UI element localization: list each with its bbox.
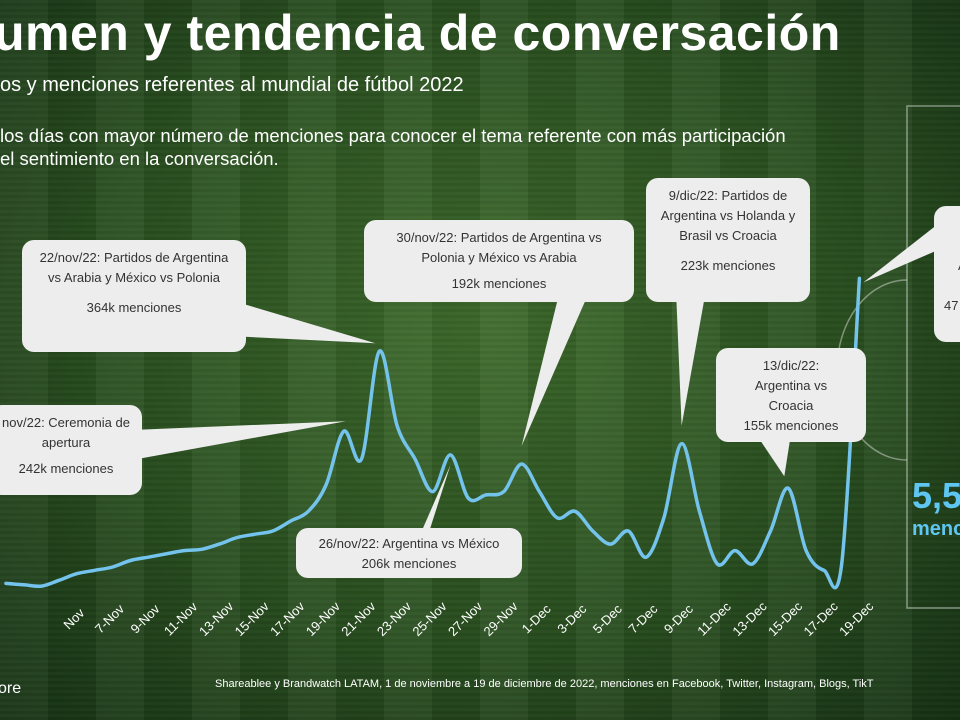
description: los días con mayor número de menciones p… [0,124,786,170]
field-panel [906,105,960,609]
x-tick-label: 11-Dec [694,599,734,639]
x-tick-label: 3-Dec [554,601,589,636]
total-value: 5,5 [912,475,960,516]
callout-dec09: 9/dic/22: Partidos de Argentina vs Holan… [646,178,810,302]
callout-ceremony: nov/22: Ceremonia de apertura 242k menci… [0,405,142,495]
callout-title: nov/22: Ceremonia de apertura [2,415,130,450]
callout-title: 26/nov/22: Argentina vs México 206k menc… [318,536,500,571]
x-tick-label: 13-Dec [729,598,770,639]
callout-pointer [676,290,706,426]
x-tick-label: 5-Dec [590,601,625,636]
callout-nov22: 22/nov/22: Partidos de Argentina vs Arab… [22,240,246,352]
callout-pointer [132,421,346,460]
page-title: umen y tendencia de conversación [0,5,841,61]
mentions-series-line [4,276,862,590]
callout-title: 22/nov/22: Partidos de Argentina vs Arab… [39,250,229,285]
x-tick-label: 15-Nov [232,598,273,639]
callout-nov30: 30/nov/22: Partidos de Argentina vs Polo… [364,220,634,302]
callout-count: 223k menciones [680,258,776,273]
x-tick-label: Nov [60,605,87,632]
callout-title: 30/nov/22: Partidos de Argentina vs Polo… [396,230,602,265]
total-mentions: 5,5 mencio [912,476,960,541]
callout-title: A [958,256,960,276]
callout-pointer [521,290,590,446]
callout-pointer [230,300,376,344]
callout-title: 13/dic/22: Argentina vs Croacia [754,358,828,413]
callout-pointer [760,440,790,477]
x-tick-label: 21-Nov [338,598,379,639]
x-tick-label: 19-Nov [303,598,344,639]
source-note: Shareablee y Brandwatch LATAM, 1 de novi… [215,678,874,690]
description-line: los días con mayor número de menciones p… [0,125,786,146]
x-tick-label: 7-Dec [625,601,660,636]
callout-nov26: 26/nov/22: Argentina vs México 206k menc… [296,528,522,578]
x-tick-label: 9-Nov [127,601,162,636]
x-tick-label: 9-Dec [661,601,696,636]
page-subtitle: os y menciones referentes al mundial de … [0,74,464,96]
x-axis-ticks: Nov 7-Nov 9-Nov11-Nov13-Nov15-Nov17-Nov19-… [60,598,876,639]
callout-dec18: A 47 [934,206,960,342]
x-tick-label: 17-Nov [267,598,308,639]
x-tick-label: 19-Dec [836,598,877,639]
callout-dec13: 13/dic/22: Argentina vs Croacia 155k men… [716,348,866,442]
total-label: mencio [912,518,960,540]
x-tick-label: 15-Dec [765,598,806,639]
x-tick-label: 25-Nov [409,598,450,639]
callout-count: 192k menciones [451,276,547,291]
x-tick-label: 13-Nov [196,598,237,639]
description-line: el sentimiento en la conversación. [0,148,279,169]
x-tick-label: 23-Nov [374,598,415,639]
x-tick-label: 29-Nov [481,598,522,639]
callout-count: 155k menciones [743,418,839,433]
callout-pointer [863,224,938,283]
callout-count: 242k menciones [18,461,114,476]
x-tick-label: 27-Nov [445,598,486,639]
x-tick-label: 7-Nov [92,601,127,636]
callout-count: 364k menciones [86,300,182,315]
brand-logo-text: ore [0,680,22,697]
x-tick-label: 1-Dec [519,601,554,636]
callout-title: 9/dic/22: Partidos de Argentina vs Holan… [660,188,796,243]
x-tick-label: 17-Dec [801,598,842,639]
callout-count: 47 [944,298,959,313]
x-tick-label: 11-Nov [161,599,201,639]
callout-pointers [132,224,938,560]
